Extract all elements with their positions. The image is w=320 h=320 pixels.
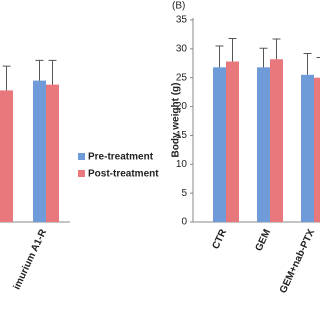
error-bar bbox=[316, 57, 320, 78]
bar bbox=[46, 84, 59, 222]
x-tick-label: CTR bbox=[210, 227, 229, 251]
y-tick-label: 20 bbox=[176, 101, 188, 112]
y-tick-label: 0 bbox=[181, 217, 187, 228]
error-bar bbox=[228, 37, 237, 62]
panel-label: (B) bbox=[172, 1, 185, 12]
y-tick-label: 5 bbox=[181, 188, 187, 199]
y-tick-label: 15 bbox=[176, 130, 188, 141]
error-bar bbox=[272, 38, 281, 60]
y-tick-label: 35 bbox=[176, 15, 188, 26]
x-tick-label: imurium A1-R bbox=[12, 227, 50, 291]
legend-swatch bbox=[78, 170, 85, 177]
x-tick-label: GEM bbox=[254, 228, 274, 253]
bar bbox=[226, 61, 239, 222]
error-bar bbox=[2, 65, 11, 91]
bar bbox=[213, 67, 226, 222]
legend-label: Pre-treatment bbox=[88, 152, 154, 163]
error-bar bbox=[303, 52, 312, 75]
error-bar bbox=[48, 59, 57, 85]
legend-swatch bbox=[78, 153, 85, 160]
x-tick-label: GEM+nab-PTX bbox=[278, 227, 317, 295]
bar bbox=[33, 80, 46, 222]
bar bbox=[270, 59, 283, 223]
y-tick-label: 10 bbox=[176, 159, 188, 170]
y-axis-label: Body weight (g) bbox=[171, 83, 182, 158]
bar bbox=[314, 77, 320, 222]
bar bbox=[301, 74, 314, 222]
legend-label: Post-treatment bbox=[88, 169, 159, 180]
error-bar bbox=[35, 59, 44, 81]
y-tick-label: 30 bbox=[176, 43, 188, 54]
bar bbox=[257, 67, 270, 222]
error-bar bbox=[259, 47, 268, 68]
error-bar bbox=[215, 45, 224, 68]
y-tick-label: 25 bbox=[176, 72, 188, 83]
bar bbox=[0, 90, 13, 222]
